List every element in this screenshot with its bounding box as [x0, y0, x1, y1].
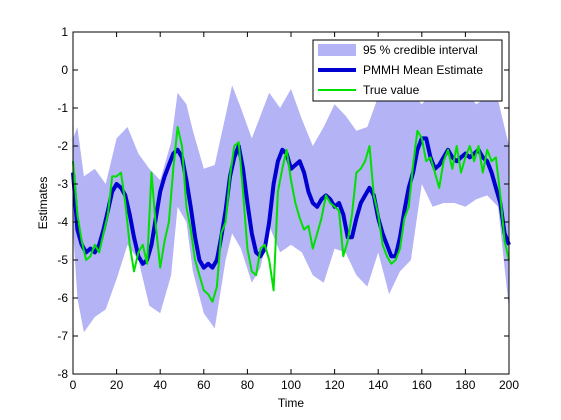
y-tick-label: -5	[57, 253, 68, 267]
y-tick-label: -7	[57, 329, 68, 343]
y-tick-label: -8	[57, 367, 68, 381]
y-axis: 1 0 -1 -2 -3 -4 -5 -6 -7 -8	[57, 25, 509, 381]
x-axis: 0 20 40 60 80 100 120 140 160 180 200	[70, 32, 519, 392]
legend-label-credible-interval: 95 % credible interval	[363, 43, 478, 57]
x-tick-label: 140	[368, 378, 388, 392]
y-tick-label: 0	[61, 63, 68, 77]
x-tick-label: 80	[241, 378, 255, 392]
y-tick-label: -3	[57, 177, 68, 191]
x-tick-label: 40	[154, 378, 168, 392]
x-tick-label: 20	[110, 378, 124, 392]
x-tick-label: 100	[281, 378, 301, 392]
credible-interval-band	[73, 77, 509, 333]
y-axis-label: Estimates	[36, 177, 50, 230]
y-tick-label: 1	[61, 25, 68, 39]
x-tick-label: 180	[455, 378, 475, 392]
x-tick-label: 60	[197, 378, 211, 392]
legend-label-pmmh-mean: PMMH Mean Estimate	[363, 63, 483, 77]
y-tick-label: -2	[57, 139, 68, 153]
x-tick-label: 200	[499, 378, 519, 392]
credible-interval-layer	[73, 77, 509, 333]
x-tick-label: 160	[412, 378, 432, 392]
series-layer	[71, 126, 511, 303]
y-tick-label: -4	[57, 215, 68, 229]
legend: 95 % credible interval PMMH Mean Estimat…	[312, 39, 503, 102]
legend-label-true-value: True value	[363, 83, 420, 97]
legend-swatch-credible-interval	[318, 44, 356, 56]
y-tick-label: -1	[57, 101, 68, 115]
y-tick-label: -6	[57, 291, 68, 305]
x-axis-label: Time	[278, 396, 305, 410]
true-value-line	[72, 126, 510, 303]
x-tick-label: 120	[325, 378, 345, 392]
x-tick-label: 0	[70, 378, 77, 392]
